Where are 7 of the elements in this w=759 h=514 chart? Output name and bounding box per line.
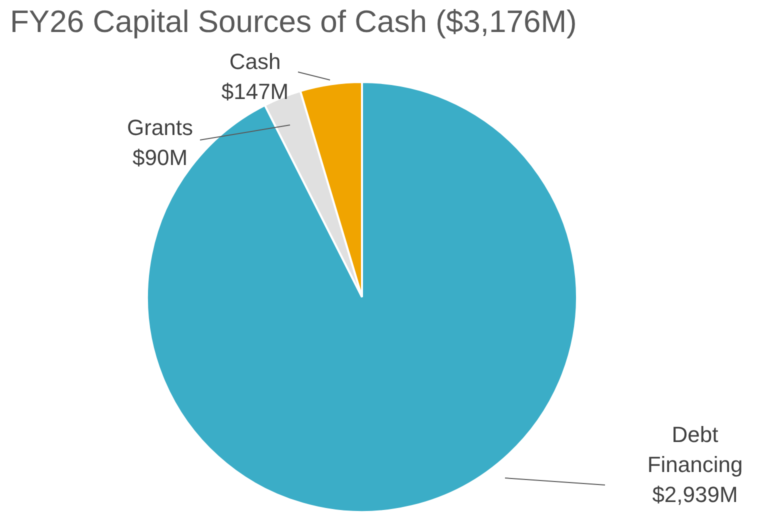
slice-label: Debt Financing <box>647 422 743 477</box>
chart-title: FY26 Capital Sources of Cash ($3,176M) <box>10 4 577 39</box>
slice-label: Cash <box>229 49 281 74</box>
data-label: $90M <box>132 145 188 170</box>
slice-label: Grants <box>126 115 194 140</box>
data-label: $147M <box>221 79 289 104</box>
data-label: $2,939M <box>652 482 738 507</box>
